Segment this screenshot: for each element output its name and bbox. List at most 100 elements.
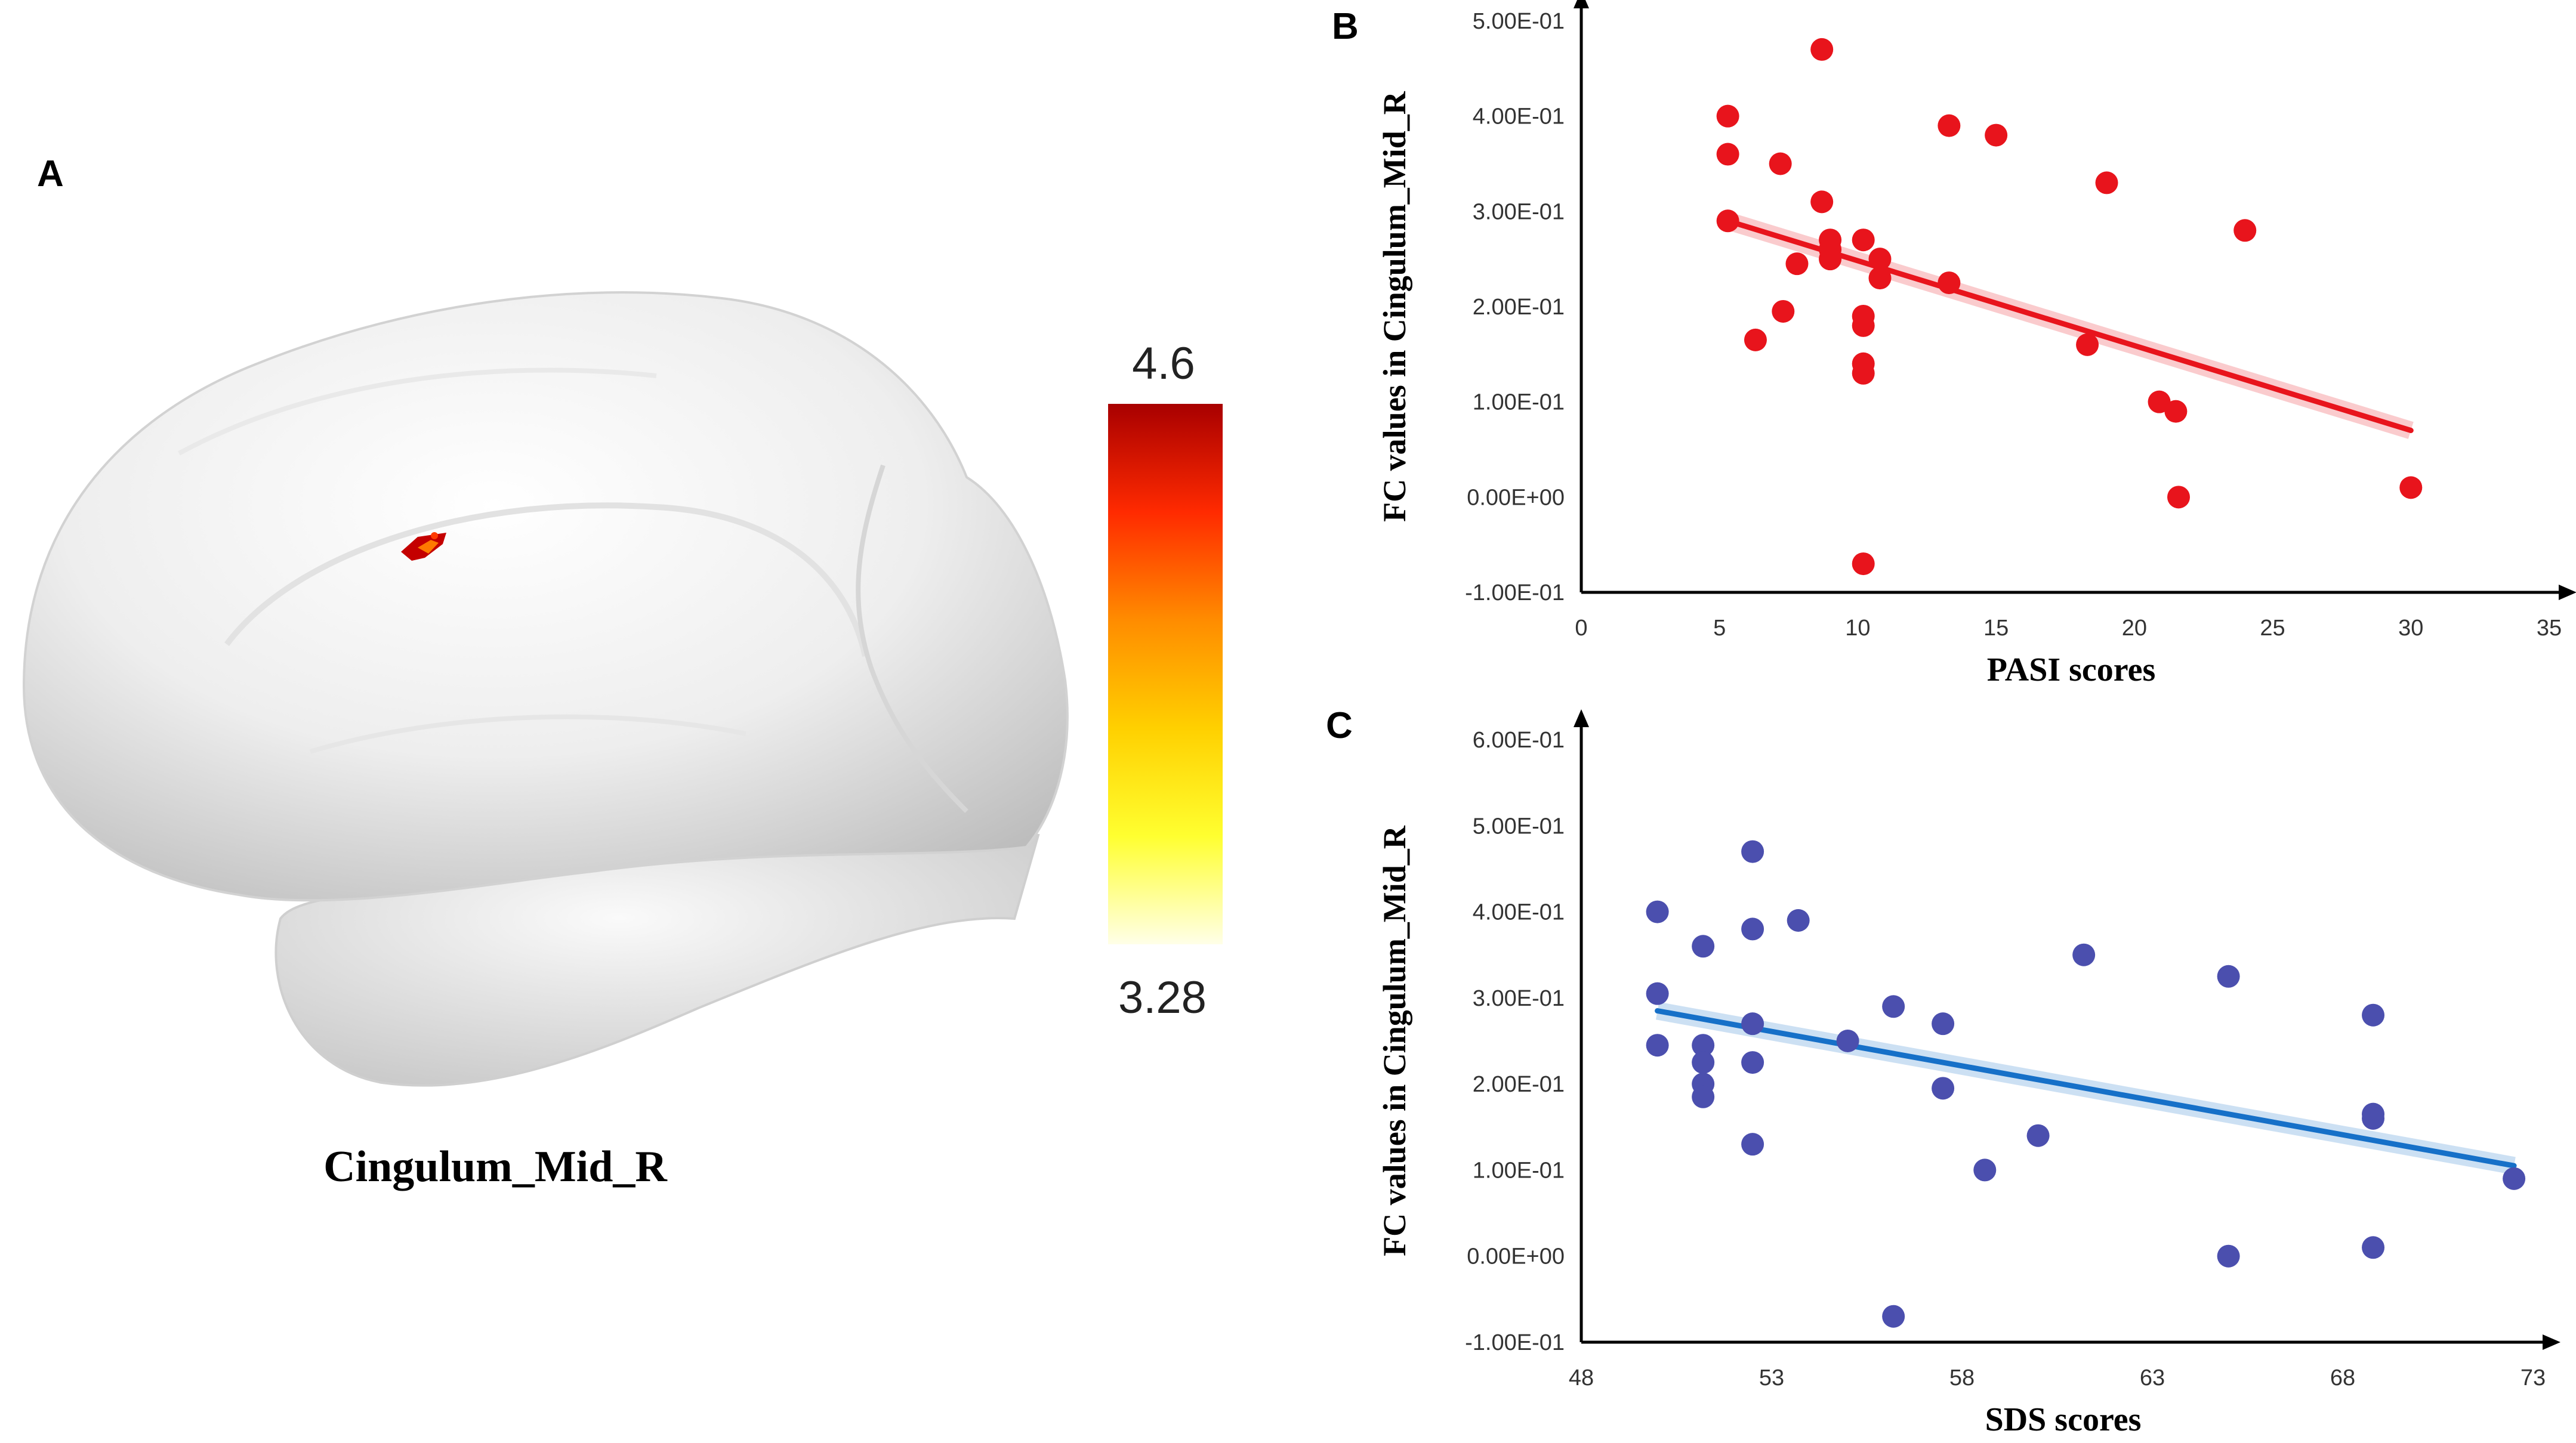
x-axis-title: SDS scores (1985, 1401, 2142, 1438)
brain-sulcus (856, 464, 968, 813)
colorbar: 4.6 3.28 (1108, 338, 1223, 1023)
data-point (1810, 38, 1834, 61)
x-tick-label: 20 (2122, 616, 2147, 641)
x-tick-label: 73 (2521, 1365, 2546, 1391)
x-tick-label: 15 (1983, 616, 2009, 641)
x-axis-arrow (2543, 1334, 2560, 1350)
data-point (2167, 486, 2191, 509)
data-point (1938, 114, 1961, 137)
data-point (1692, 1085, 1715, 1108)
data-point (1882, 995, 1905, 1018)
panel-a: A Cingulum_Mid_R 4.6 3.28 (22, 153, 1223, 1191)
y-axis-arrow (1574, 709, 1589, 727)
data-point (1852, 314, 1875, 337)
y-tick-label: -1.00E-01 (1465, 580, 1565, 605)
y-tick-label: 5.00E-01 (1473, 9, 1565, 34)
panel-b: B 0 5 10 15 20 25 30 35 -1.00E-01 0.00E+00 1.00E-0… (1332, 0, 2576, 688)
y-tick-label: 2.00E-01 (1473, 1072, 1565, 1097)
data-point (1716, 143, 1739, 166)
data-point (1769, 152, 1792, 175)
panel-b-label: B (1332, 6, 1359, 47)
data-point (1646, 900, 1669, 923)
fit-line (1725, 218, 2414, 434)
y-tick-label: 1.00E-01 (1473, 1158, 1565, 1183)
data-point (1852, 361, 1875, 385)
x-tick-label: 53 (1759, 1365, 1784, 1391)
y-tick-label: -1.00E-01 (1465, 1330, 1565, 1355)
x-tick-label: 5 (1713, 616, 1726, 641)
x-tick-label: 10 (1845, 616, 1870, 641)
data-point (2164, 400, 2188, 423)
data-point (2399, 476, 2423, 499)
data-point (1772, 299, 1795, 323)
data-point (2362, 1236, 2385, 1259)
y-axis-arrow (1574, 0, 1589, 8)
activation-cluster (418, 540, 439, 554)
data-point (1741, 1012, 1764, 1036)
panel-c: C 48 53 58 63 68 73 -1.00E-01 0.00E+00 1.00E-01 2… (1326, 705, 2560, 1438)
data-point (1852, 228, 1875, 252)
fit-line (1655, 1008, 2517, 1169)
data-point (2233, 219, 2257, 242)
data-point (1810, 190, 1834, 214)
y-tick-label: 0.00E+00 (1467, 1244, 1565, 1269)
data-point (1852, 552, 1875, 576)
x-tick-label: 35 (2537, 616, 2562, 641)
data-point (1973, 1158, 1997, 1182)
data-point (1646, 982, 1669, 1005)
data-point (2362, 1107, 2385, 1130)
colorbar-gradient (1108, 404, 1223, 944)
y-tick-label: 1.00E-01 (1473, 390, 1565, 415)
data-point (1692, 1051, 1715, 1074)
x-tick-label: 30 (2398, 616, 2423, 641)
data-point (1882, 1305, 1905, 1328)
chart-b: 0 5 10 15 20 25 30 35 -1.00E-01 0.00E+00 1.00E-01 2… (1377, 0, 2576, 688)
data-point (1787, 909, 1810, 932)
x-tick-label: 63 (2140, 1365, 2165, 1391)
data-point (1932, 1012, 1955, 1036)
x-tick-label: 0 (1575, 616, 1587, 641)
x-tick-label: 25 (2260, 616, 2285, 641)
data-point (1868, 248, 1892, 271)
data-point (1744, 328, 1767, 351)
y-tick-label: 6.00E-01 (1473, 728, 1565, 753)
brain-sulcus (178, 367, 657, 456)
x-axis-title: PASI scores (1987, 651, 2156, 688)
y-axis-title: FC values in Cingulum_Mid_R (1377, 91, 1412, 522)
region-label: Cingulum_Mid_R (323, 1142, 668, 1191)
panel-c-label: C (1326, 705, 1353, 746)
data-point (1836, 1030, 1859, 1052)
data-point (2503, 1167, 2526, 1190)
y-tick-label: 3.00E-01 (1473, 199, 1565, 224)
chart-c: 48 53 58 63 68 73 -1.00E-01 0.00E+00 1.00E-01 2.0… (1377, 709, 2560, 1438)
panel-a-label: A (37, 153, 64, 194)
brain-sulcus (224, 502, 868, 657)
y-tick-label: 5.00E-01 (1473, 814, 1565, 839)
data-point (2148, 390, 2171, 413)
data-point (1932, 1077, 1955, 1100)
activation-cluster (431, 532, 438, 539)
y-tick-label: 4.00E-01 (1473, 900, 1565, 925)
data-point (2095, 171, 2118, 194)
data-point (1692, 935, 1715, 958)
x-tick-label: 68 (2330, 1365, 2355, 1391)
data-point (2217, 965, 2240, 988)
x-tick-label: 58 (1949, 1365, 1975, 1391)
data-point (2217, 1244, 2240, 1268)
colorbar-max-label: 4.6 (1132, 338, 1195, 389)
data-point (1716, 104, 1739, 128)
data-point (1692, 1034, 1715, 1057)
data-point (1868, 267, 1892, 290)
data-point (1741, 1051, 1764, 1074)
x-tick-label: 48 (1569, 1365, 1594, 1391)
data-point (1785, 252, 1809, 276)
data-point (1716, 209, 1739, 233)
brain-rendering (22, 291, 1069, 1087)
y-tick-label: 4.00E-01 (1473, 104, 1565, 129)
brain-hemisphere (22, 291, 1069, 902)
data-point (1819, 248, 1842, 271)
data-point (1741, 917, 1764, 941)
y-tick-label: 3.00E-01 (1473, 986, 1565, 1011)
data-point (1985, 123, 2008, 147)
